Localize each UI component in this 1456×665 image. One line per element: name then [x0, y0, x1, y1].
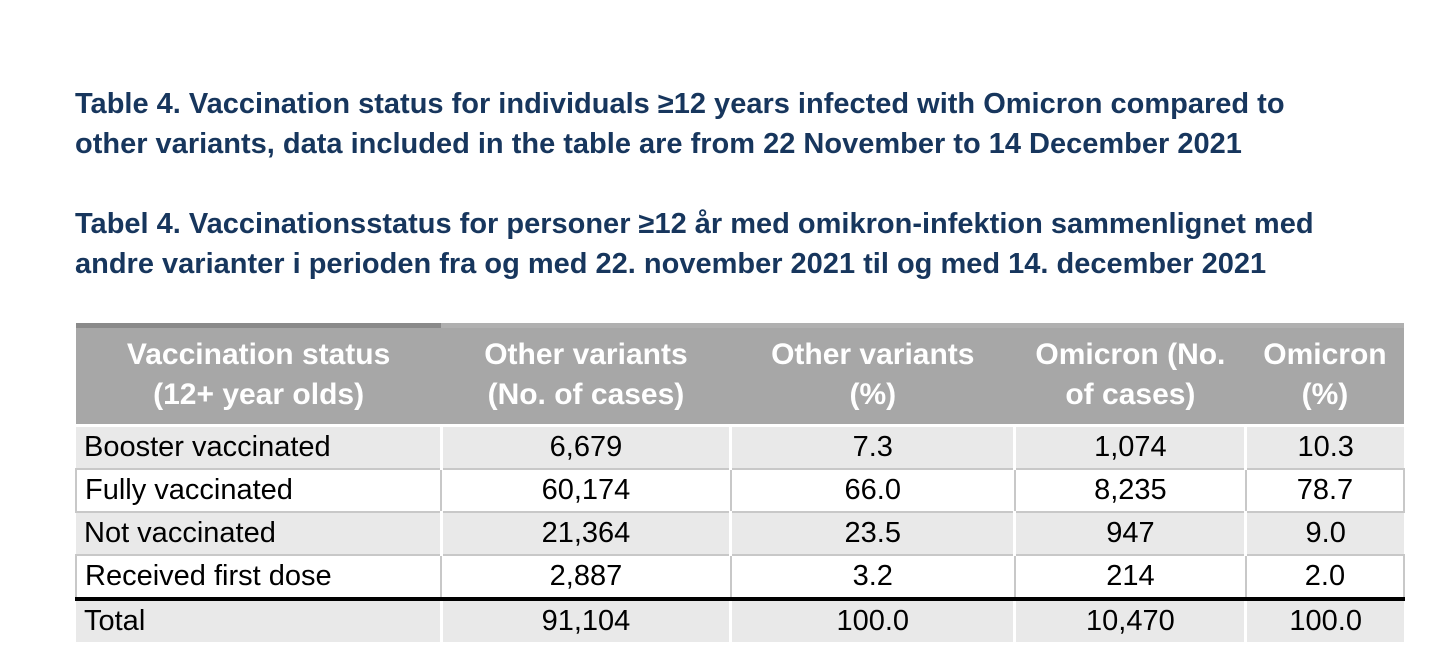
col-header-other-variants-cases: Other variants (No. of cases) [441, 323, 731, 427]
cell-category: Booster vaccinated [76, 425, 443, 469]
cell-omicron-cases: 1,074 [1013, 425, 1248, 469]
cell-other-variants-cases: 6,679 [439, 425, 733, 469]
cell-other-variants-pct: 23.5 [729, 512, 1017, 555]
col-header-omicron-cases: Omicron (No. of cases) [1014, 323, 1246, 427]
cell-other-variants-cases: 21,364 [439, 512, 733, 555]
cell-omicron-cases: 8,235 [1013, 468, 1247, 513]
row-received-first-dose: Received first dose 2,887 3.2 214 2.0 [74, 554, 1406, 600]
row-fully-vaccinated: Fully vaccinated 60,174 66.0 8,235 78.7 [74, 468, 1406, 513]
cell-omicron-cases: 10,470 [1013, 597, 1248, 642]
cell-omicron-pct: 10.3 [1244, 425, 1404, 469]
cell-other-variants-cases: 60,174 [440, 468, 732, 513]
cell-omicron-pct: 100.0 [1244, 597, 1404, 642]
cell-category: Total [76, 597, 443, 642]
cell-other-variants-cases: 2,887 [440, 554, 732, 600]
cell-other-variants-pct: 66.0 [729, 468, 1016, 513]
cell-other-variants-pct: 100.0 [729, 597, 1017, 642]
cell-other-variants-pct: 7.3 [729, 425, 1017, 469]
cell-omicron-pct: 2.0 [1244, 554, 1406, 600]
table-title-danish: Tabel 4. Vaccinationsstatus for personer… [75, 208, 1314, 280]
col-header-other-variants-pct: Other variants (%) [730, 323, 1015, 427]
cell-other-variants-pct: 3.2 [729, 554, 1016, 600]
cell-omicron-cases: 947 [1013, 512, 1248, 555]
table-title-english: Table 4. Vaccination status for individu… [75, 88, 1285, 160]
cell-other-variants-cases: 91,104 [439, 597, 733, 642]
col-header-omicron-pct: Omicron (%) [1245, 323, 1404, 427]
col-header-vaccination-status: Vaccination status (12+ year olds) [76, 323, 442, 427]
cell-omicron-pct: 78.7 [1244, 468, 1406, 513]
cell-category: Not vaccinated [76, 512, 443, 555]
row-booster-vaccinated: Booster vaccinated 6,679 7.3 1,074 10.3 [76, 425, 1404, 469]
cell-omicron-cases: 214 [1013, 554, 1247, 600]
cell-category: Fully vaccinated [74, 468, 443, 513]
row-total: Total 91,104 100.0 10,470 100.0 [76, 597, 1404, 642]
vaccination-status-table: Vaccination status (12+ year olds) Other… [74, 323, 1406, 642]
cell-category: Received first dose [74, 554, 443, 600]
table-header-row: Vaccination status (12+ year olds) Other… [76, 323, 1404, 427]
row-not-vaccinated: Not vaccinated 21,364 23.5 947 9.0 [76, 512, 1404, 555]
cell-omicron-pct: 9.0 [1244, 512, 1404, 555]
